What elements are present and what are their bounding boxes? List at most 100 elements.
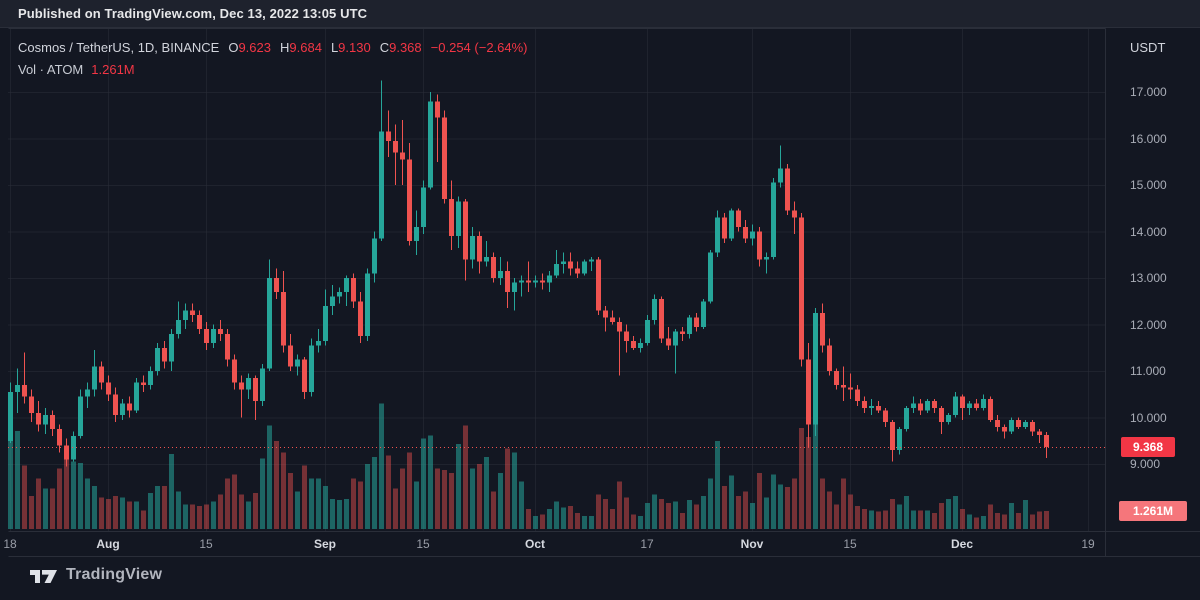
candle-body: [687, 317, 692, 334]
candle-body: [64, 445, 69, 460]
volume-bar: [813, 396, 818, 529]
time-tick-label[interactable]: 19: [1081, 537, 1095, 551]
candle-body: [862, 401, 867, 409]
volume-bar: [1016, 513, 1021, 529]
price-tick-label[interactable]: 13.000: [1130, 271, 1167, 285]
change-value: −0.254 (−2.64%): [430, 40, 528, 55]
candle-body: [316, 340, 321, 346]
candle-body: [883, 410, 888, 423]
candle-body: [806, 359, 811, 425]
volume-bar: [582, 516, 587, 529]
time-tick-label[interactable]: 18: [3, 537, 17, 551]
candle-body: [540, 280, 545, 283]
candle-body: [197, 315, 202, 330]
volume-bar: [561, 507, 566, 529]
volume-bar: [337, 500, 342, 529]
volume-bar: [316, 478, 321, 529]
time-tick-label[interactable]: 15: [843, 537, 857, 551]
candle-body: [176, 319, 181, 334]
volume-bar: [981, 516, 986, 529]
candle-body: [694, 317, 699, 327]
candle-body: [547, 275, 552, 283]
tradingview-logo[interactable]: TradingView: [30, 566, 162, 584]
candle-body: [967, 403, 972, 409]
price-tick-label[interactable]: 14.000: [1130, 224, 1167, 239]
volume-bar: [568, 505, 573, 529]
candle-body: [946, 415, 951, 423]
candle-body: [904, 408, 909, 430]
time-tick-label[interactable]: 15: [416, 537, 430, 551]
candle-body: [113, 394, 118, 416]
candle-body: [960, 396, 965, 409]
candle-body: [127, 403, 132, 411]
price-tick-label[interactable]: 11.000: [1130, 364, 1166, 378]
price-tick-label[interactable]: 16.000: [1130, 131, 1167, 146]
time-tick-label[interactable]: Aug: [96, 537, 120, 551]
volume-bar: [988, 504, 993, 529]
time-tick-label[interactable]: Nov: [740, 537, 764, 551]
candle-body: [43, 415, 48, 425]
volume-bar: [267, 425, 272, 529]
volume-bar: [645, 503, 650, 529]
volume-bar: [484, 457, 489, 529]
candle-body: [519, 280, 524, 283]
candle-body: [757, 231, 762, 260]
volume-bar: [862, 508, 867, 529]
candle-body: [330, 296, 335, 306]
candle-body: [589, 259, 594, 262]
time-tick-label[interactable]: Dec: [950, 537, 974, 551]
volume-bar: [960, 508, 965, 529]
candle-body: [22, 384, 27, 397]
price-tick-label[interactable]: 17.000: [1130, 85, 1167, 99]
time-tick-label[interactable]: 15: [199, 537, 213, 551]
candle-body: [449, 198, 454, 237]
volume-bar: [386, 455, 391, 529]
candle-body: [729, 210, 734, 239]
volume-bar: [911, 510, 916, 529]
candle-body: [743, 226, 748, 239]
volume-bar: [351, 478, 356, 529]
volume-bar: [554, 501, 559, 529]
candle-body: [988, 398, 993, 420]
candle-body: [631, 340, 636, 348]
candle-body: [722, 217, 727, 239]
candle-body: [708, 252, 713, 302]
price-tick-label[interactable]: 10.000: [1130, 410, 1167, 425]
price-tick-label[interactable]: 12.000: [1130, 317, 1167, 332]
candle-body: [85, 389, 90, 397]
published-text: Published on TradingView.com, Dec 13, 20…: [18, 6, 368, 21]
time-tick-label[interactable]: 17: [640, 537, 654, 551]
volume-label[interactable]: Vol · ATOM: [18, 62, 84, 77]
volume-bar: [869, 510, 874, 529]
volume-bar: [918, 510, 923, 529]
time-tick-label[interactable]: Oct: [524, 537, 546, 551]
candle-body: [295, 359, 300, 367]
volume-bar: [827, 491, 832, 529]
candle-body: [750, 231, 755, 239]
time-tick-label[interactable]: Sep: [313, 537, 337, 551]
candle-body: [827, 345, 832, 371]
volume-bar: [36, 478, 41, 529]
candle-body: [582, 261, 587, 274]
symbol-title[interactable]: Cosmos / TetherUS, 1D, BINANCE: [18, 40, 220, 55]
volume-bar: [1002, 514, 1007, 529]
candle-body: [890, 422, 895, 451]
volume-bar: [638, 516, 643, 529]
candle-body: [1016, 419, 1021, 427]
candle-body: [918, 403, 923, 411]
candle-body: [148, 371, 153, 385]
price-tick-label[interactable]: 15.000: [1130, 178, 1167, 192]
price-tick-label[interactable]: 9.000: [1130, 457, 1161, 471]
volume-bar: [141, 510, 146, 529]
volume-bar: [246, 501, 251, 529]
candle-body: [645, 319, 650, 344]
candle-body: [71, 436, 76, 460]
candle-body: [421, 187, 426, 227]
candle-body: [785, 168, 790, 211]
volume-bar: [449, 472, 454, 529]
volume-bar: [477, 464, 482, 529]
volume-bar: [8, 425, 13, 529]
candle-body: [701, 301, 706, 327]
